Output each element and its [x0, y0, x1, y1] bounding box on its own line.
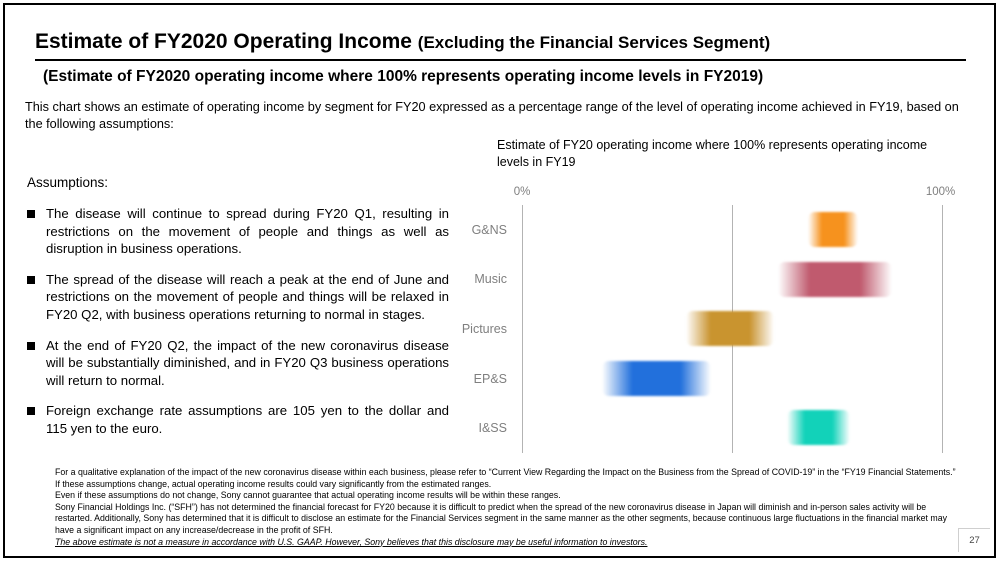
- title-block: Estimate of FY2020 Operating Income (Exc…: [35, 19, 966, 86]
- gridline-100pct: [942, 205, 943, 454]
- footnote-text: If these assumptions change, actual oper…: [55, 478, 492, 489]
- assumptions-list: The disease will continue to spread duri…: [27, 205, 449, 437]
- gridline-0pct: [522, 205, 523, 454]
- range-bar: [685, 311, 774, 347]
- footnote-text: Sony Financial Holdings Inc. (“SFH”) has…: [55, 501, 948, 536]
- assumption-text: Foreign exchange rate assumptions are 10…: [46, 403, 449, 436]
- assumption-text: The spread of the disease will reach a p…: [46, 271, 449, 323]
- range-bar: [786, 410, 850, 446]
- chart: G&NS Music Pictures EP&S I&SS: [449, 205, 994, 454]
- assumption-item: The disease will continue to spread duri…: [27, 205, 449, 258]
- assumption-item: Foreign exchange rate assumptions are 10…: [27, 402, 449, 437]
- bullet-square-icon: [27, 407, 35, 416]
- intro-text: This chart shows an estimate of operatin…: [25, 100, 959, 132]
- category-label: EP&S: [473, 371, 507, 386]
- footnotes: For a qualitative explanation of the imp…: [55, 467, 956, 548]
- axis-labels: 0% 100%: [514, 186, 956, 201]
- assumption-item: At the end of FY20 Q2, the impact of the…: [27, 337, 449, 390]
- category-label: Pictures: [461, 322, 507, 337]
- page-title-main: Estimate of FY2020 Operating Income: [35, 30, 418, 53]
- category-label: Music: [474, 272, 507, 287]
- assumptions-panel: Assumptions: The disease will continue t…: [5, 135, 449, 453]
- page-title-paren: (Excluding the Financial Services Segmen…: [417, 33, 771, 52]
- footnote-lines: For a qualitative explanation of the imp…: [55, 467, 956, 537]
- category-label: G&NS: [471, 222, 507, 237]
- bullet-square-icon: [27, 210, 35, 219]
- bar-row: [522, 205, 942, 255]
- axis-label-0: 0%: [513, 186, 531, 199]
- bar-row: [522, 403, 942, 453]
- content-row: Assumptions: The disease will continue t…: [5, 135, 994, 454]
- bar-row: [522, 304, 942, 354]
- axis-label-100: 100%: [925, 186, 956, 199]
- chart-title: Estimate of FY20 operating income where …: [497, 138, 928, 170]
- bar-row: [522, 255, 942, 305]
- assumption-text: At the end of FY20 Q2, the impact of the…: [46, 337, 449, 388]
- bar-row: [522, 354, 942, 404]
- assumption-item: The spread of the disease will reach a p…: [27, 271, 449, 324]
- bullet-square-icon: [27, 275, 35, 284]
- range-bar: [601, 360, 711, 396]
- page-subtitle: (Estimate of FY2020 operating income whe…: [43, 68, 764, 85]
- category-labels: G&NS Music Pictures EP&S I&SS: [449, 205, 522, 453]
- chart-panel: Estimate of FY20 operating income where …: [449, 135, 994, 454]
- assumption-text: The disease will continue to spread duri…: [46, 206, 449, 257]
- plot-area: [522, 205, 943, 454]
- footnote-text: For a qualitative explanation of the imp…: [55, 467, 956, 478]
- range-bar: [807, 212, 858, 248]
- assumptions-heading: Assumptions:: [27, 175, 109, 191]
- slide: Estimate of FY2020 Operating Income (Exc…: [3, 3, 996, 558]
- page-title: Estimate of FY2020 Operating Income (Exc…: [35, 19, 966, 61]
- page-number: 27: [958, 528, 990, 552]
- footnote-text: Even if these assumptions do not change,…: [55, 490, 561, 501]
- category-label: I&SS: [478, 421, 508, 436]
- gaap-disclaimer: The above estimate is not a measure in a…: [55, 536, 648, 547]
- bullet-square-icon: [27, 341, 35, 350]
- range-bar: [778, 261, 892, 297]
